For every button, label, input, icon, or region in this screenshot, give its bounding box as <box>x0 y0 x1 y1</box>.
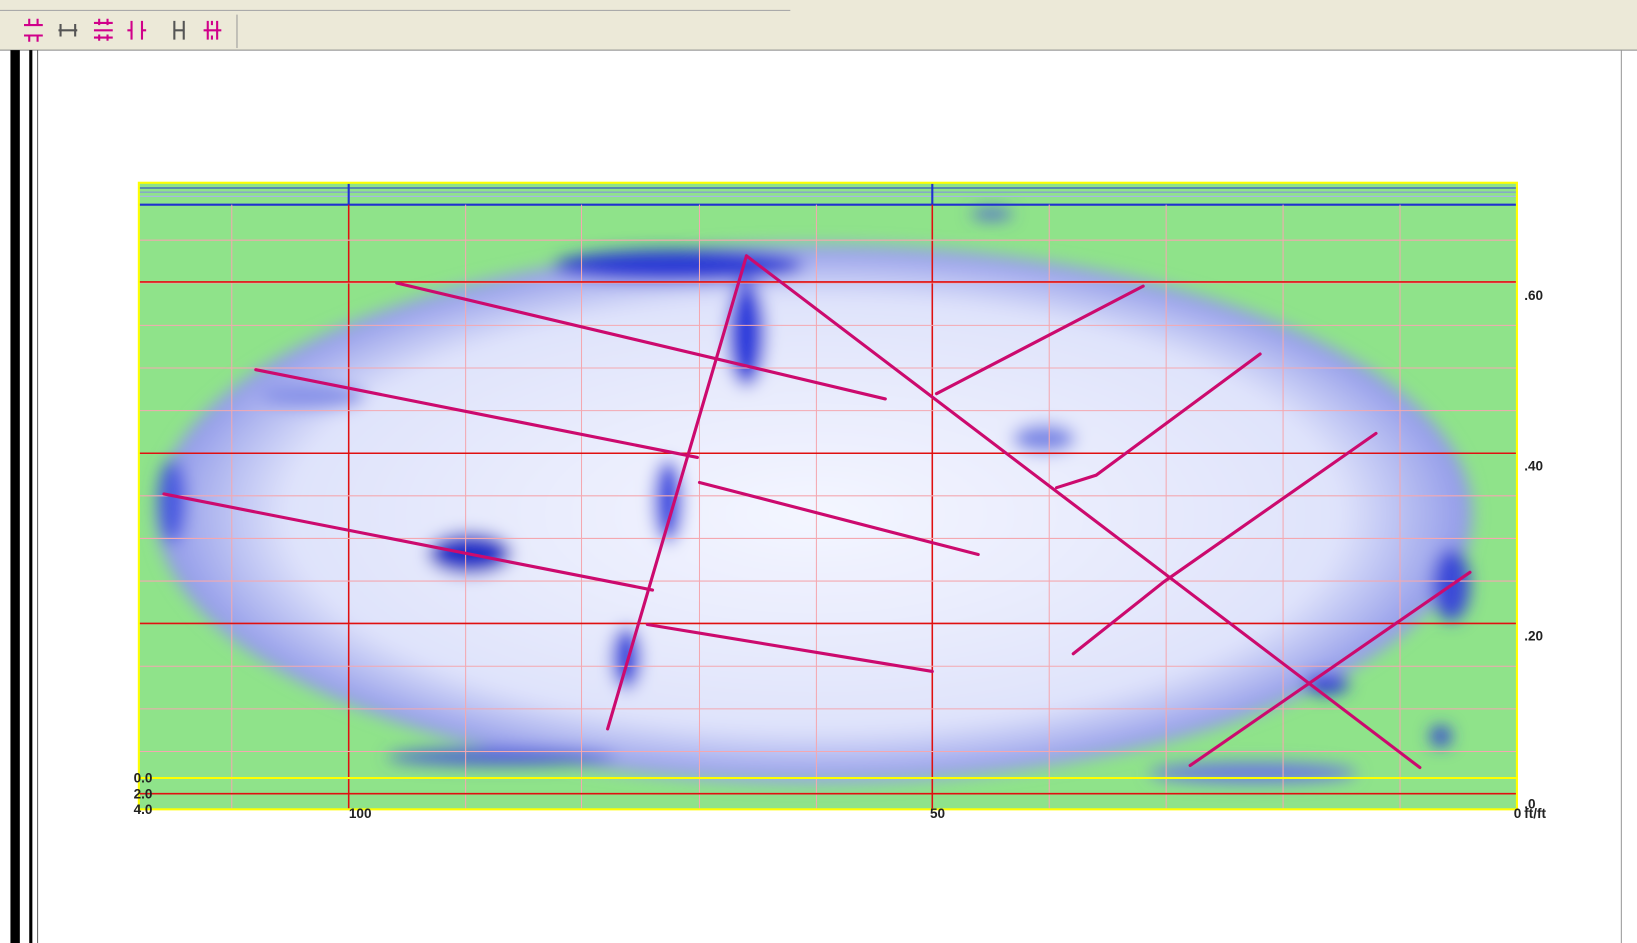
x-label: 100 <box>349 806 372 821</box>
frame-bar <box>10 50 20 943</box>
depth-label: 0.0 <box>134 771 153 786</box>
depth-label: 4.0 <box>134 802 153 817</box>
y-label: .60 <box>1524 288 1543 303</box>
plot-frame <box>137 181 1518 811</box>
y-label: .0 <box>1524 797 1535 812</box>
y-label: .40 <box>1524 458 1543 473</box>
x-unit: ft/ft <box>1524 806 1546 821</box>
scan-header-lines <box>138 183 1517 206</box>
y-label: .20 <box>1524 629 1543 644</box>
axis-labels: .60 .40 .20 .0 100 50 0 ft/ft 0.0 2.0 4.… <box>134 288 1547 821</box>
toolbar <box>0 0 1637 51</box>
depth-label: 2.0 <box>134 786 153 801</box>
frame-bar <box>29 50 33 943</box>
x-label: 50 <box>930 806 945 821</box>
x-label: 0 <box>1514 806 1522 821</box>
toolbar-icons[interactable] <box>24 18 222 42</box>
picked-lines <box>162 254 1472 770</box>
